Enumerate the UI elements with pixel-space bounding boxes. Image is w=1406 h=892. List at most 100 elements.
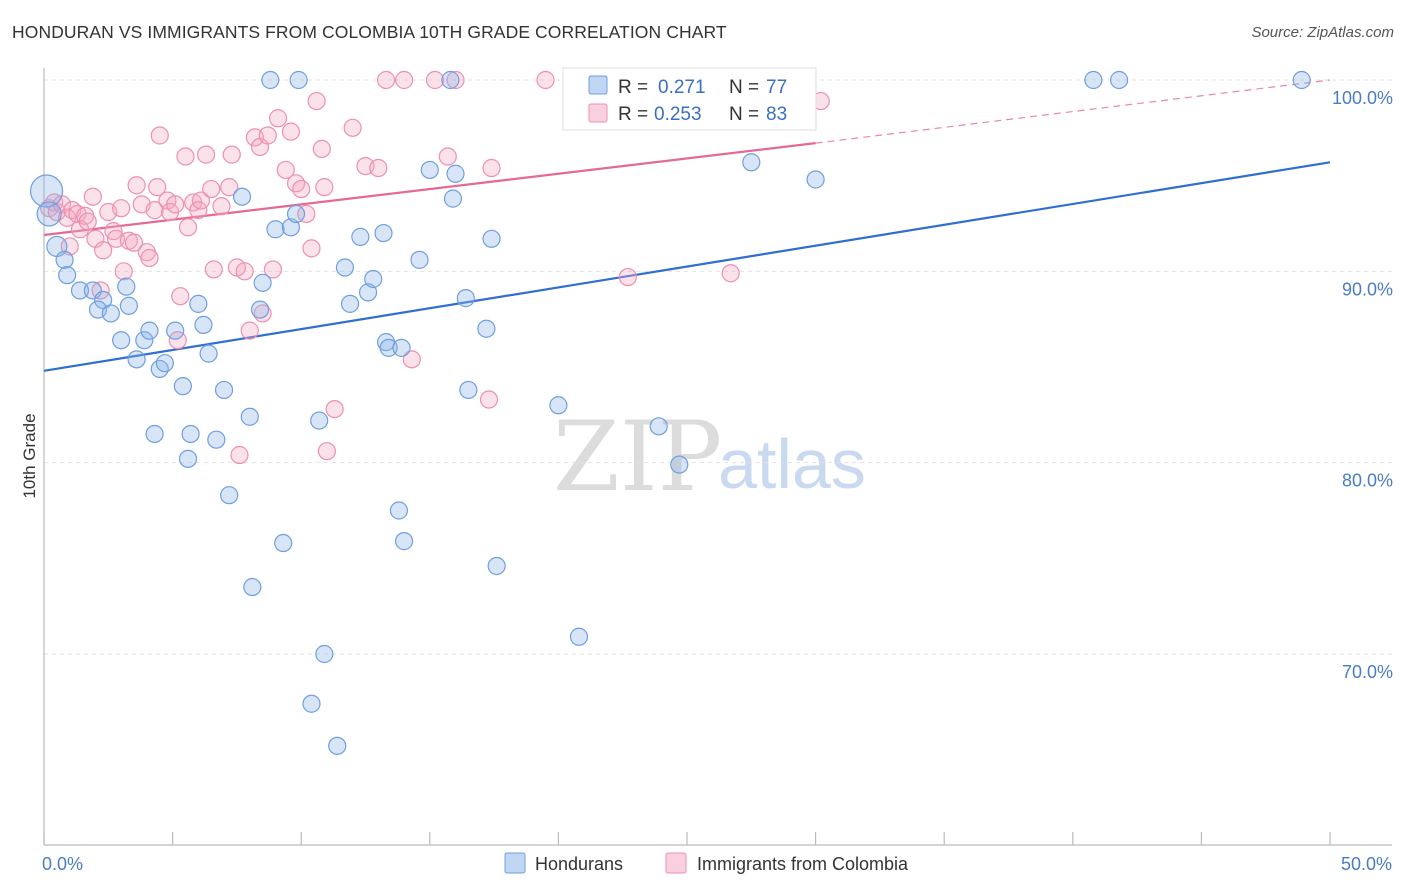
point-hondurans: [127, 350, 146, 369]
point-hondurans: [274, 533, 293, 553]
legend-swatch-hondurans: [588, 75, 608, 95]
point-colombia: [171, 287, 190, 306]
legend-swatch-colombia: [588, 103, 608, 123]
point-colombia: [70, 220, 90, 239]
point-colombia: [222, 145, 241, 164]
point-colombia: [212, 197, 231, 216]
point-colombia: [127, 176, 146, 195]
point-hondurans: [150, 359, 169, 379]
point-colombia: [114, 262, 133, 281]
point-hondurans: [335, 258, 355, 277]
point-colombia: [376, 70, 396, 90]
point-hondurans: [446, 164, 465, 183]
point-hondurans: [232, 187, 252, 206]
bottom-legend-hondurans: Hondurans: [535, 854, 623, 874]
point-colombia: [402, 350, 421, 369]
source-credit: Source: ZipAtlas.com: [1251, 24, 1394, 41]
point-hondurans: [1292, 70, 1311, 90]
legend-r-label-1: R =: [618, 77, 648, 98]
point-colombia: [240, 321, 259, 340]
y-tick-label: 80.0%: [1342, 471, 1393, 491]
point-colombia: [536, 70, 555, 90]
point-hondurans: [477, 319, 496, 338]
x-ticks: [43, 832, 1331, 845]
point-colombia: [286, 174, 306, 193]
point-colombia: [176, 147, 195, 166]
point-hondurans: [549, 396, 568, 415]
point-hondurans: [410, 250, 429, 269]
point-hondurans: [482, 229, 501, 248]
point-hondurans: [351, 227, 370, 246]
point-hondurans: [70, 281, 90, 300]
point-hondurans: [55, 250, 74, 269]
point-hondurans: [207, 430, 226, 449]
y-tick-label: 70.0%: [1342, 662, 1393, 682]
point-hondurans: [286, 204, 306, 224]
point-colombia: [258, 126, 277, 145]
point-hondurans: [374, 223, 393, 243]
point-colombia: [325, 399, 344, 419]
watermark-zip: ZIP: [553, 401, 722, 513]
point-colombia: [83, 187, 102, 206]
point-hondurans: [328, 736, 347, 755]
point-hondurans: [649, 417, 668, 436]
point-colombia: [78, 212, 97, 231]
point-hondurans: [670, 455, 689, 474]
point-colombia: [112, 199, 131, 218]
point-hondurans: [240, 407, 259, 426]
point-hondurans: [94, 290, 113, 310]
point-colombia: [268, 109, 288, 128]
point-colombia: [317, 442, 337, 461]
point-colombia: [369, 158, 388, 178]
point-colombia: [479, 390, 499, 409]
point-hondurans: [443, 189, 463, 208]
legend-r-value-1: 0.271: [658, 77, 706, 98]
point-hondurans: [1084, 70, 1103, 90]
point-colombia: [166, 195, 185, 214]
stats-legend: R = 0.271 N = 77 R = 0.253 N = 83: [562, 67, 817, 131]
point-hondurans: [173, 377, 192, 396]
point-hondurans: [199, 344, 218, 363]
bottom-legend-swatch-hondurans: [504, 852, 526, 874]
point-colombia: [145, 201, 164, 220]
point-hondurans: [29, 174, 64, 208]
point-colombia: [191, 191, 210, 210]
point-colombia: [94, 241, 113, 260]
point-hondurans: [310, 411, 329, 430]
point-hondurans: [441, 70, 460, 90]
point-hondurans: [58, 266, 77, 285]
point-colombia: [312, 139, 331, 158]
point-colombia: [425, 70, 445, 90]
legend-n-value-1: 77: [766, 77, 787, 98]
point-hondurans: [806, 170, 825, 189]
point-hondurans: [281, 218, 301, 237]
point-hondurans: [166, 321, 185, 340]
point-colombia: [292, 179, 311, 199]
y-tick-labels: 70.0% 80.0% 90.0% 100.0%: [1332, 88, 1393, 682]
point-hondurans: [420, 160, 439, 180]
point-hondurans: [145, 424, 164, 444]
legend-n-value-2: 83: [766, 104, 787, 125]
point-hondurans: [214, 380, 234, 400]
legend-n-label-2: N =: [729, 104, 759, 125]
point-hondurans: [266, 220, 285, 239]
point-hondurans: [178, 449, 198, 468]
point-colombia: [150, 126, 169, 145]
point-colombia: [343, 118, 362, 137]
series-legend: Hondurans Immigrants from Colombia: [504, 852, 909, 874]
trend-line-hondurans: [43, 161, 1331, 372]
point-hondurans: [119, 296, 138, 315]
point-hondurans: [315, 644, 334, 664]
point-hondurans: [456, 289, 475, 308]
point-hondurans: [181, 424, 200, 444]
point-colombia: [124, 233, 144, 252]
point-colombia: [302, 239, 321, 258]
point-hondurans: [389, 501, 409, 520]
point-hondurans: [742, 153, 761, 172]
point-colombia: [196, 145, 216, 164]
y-tick-label: 100.0%: [1332, 88, 1393, 108]
point-hondurans: [36, 201, 62, 227]
point-hondurans: [112, 331, 131, 350]
point-hondurans: [135, 331, 154, 350]
